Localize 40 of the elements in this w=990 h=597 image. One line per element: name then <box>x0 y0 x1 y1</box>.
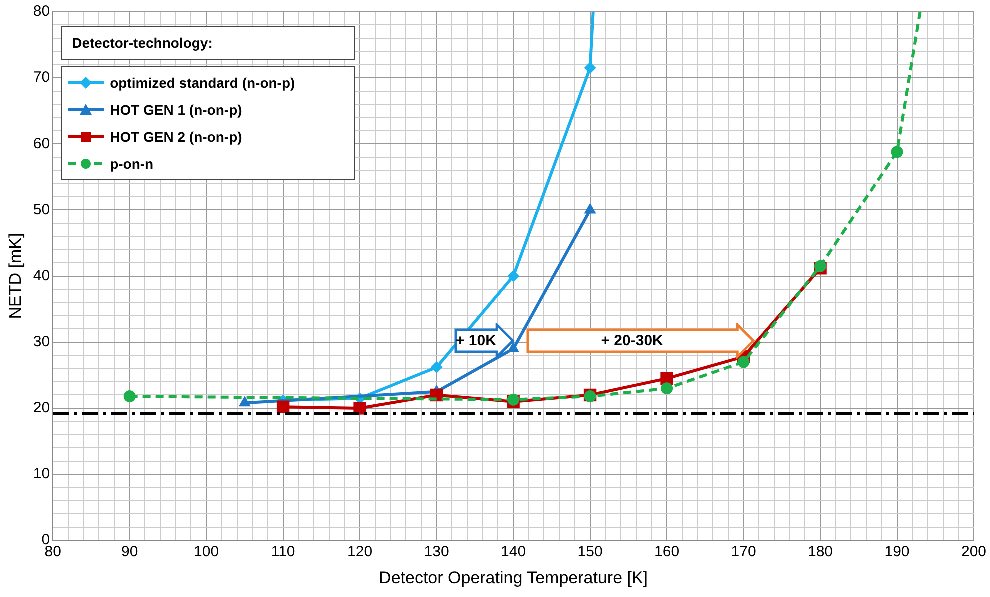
y-axis-title: NETD [mK] <box>6 233 25 320</box>
y-tick-label: 20 <box>33 400 50 417</box>
point <box>891 146 904 158</box>
x-tick-label: 110 <box>271 544 296 561</box>
y-tick-label: 70 <box>33 69 50 86</box>
point <box>508 270 520 282</box>
x-tick-label: 200 <box>961 544 987 561</box>
legend-label: HOT GEN 1 (n-on-p) <box>110 102 242 118</box>
y-tick-label: 60 <box>33 135 50 152</box>
legend-label: HOT GEN 2 (n-on-p) <box>110 128 242 144</box>
x-tick-label: 90 <box>121 544 138 561</box>
x-tick-label: 80 <box>44 544 62 561</box>
x-tick-label: 100 <box>194 544 220 561</box>
legend-label: p-on-n <box>110 156 154 172</box>
point <box>660 372 674 386</box>
y-tick-label: 80 <box>33 3 50 20</box>
x-tick-label: 150 <box>578 544 603 561</box>
point <box>508 394 520 406</box>
y-tick-label: 40 <box>33 267 50 284</box>
x-tick-label: 170 <box>731 544 756 561</box>
legend-label: optimized standard (n-on-p) <box>110 74 296 90</box>
x-axis-title: Detector Operating Temperature [K] <box>379 568 648 588</box>
point <box>430 361 443 374</box>
point <box>661 382 674 395</box>
x-tick-label: 130 <box>424 544 450 561</box>
point <box>738 356 750 368</box>
x-tick-label: 140 <box>501 544 526 561</box>
y-tick-label: 50 <box>33 201 50 218</box>
point <box>814 260 827 272</box>
point <box>584 62 596 74</box>
legend-title-panel: Detector-technology: <box>61 26 356 60</box>
point <box>124 390 136 403</box>
y-tick-label: 10 <box>33 466 50 483</box>
x-tick-label: 180 <box>808 544 834 561</box>
x-tick-label: 120 <box>348 544 373 561</box>
y-tick-label: 30 <box>33 334 50 351</box>
point <box>276 400 290 414</box>
x-tick-label: 190 <box>884 544 910 561</box>
annotation: + 20-30K <box>601 332 664 350</box>
x-tick-label: 160 <box>654 544 680 561</box>
